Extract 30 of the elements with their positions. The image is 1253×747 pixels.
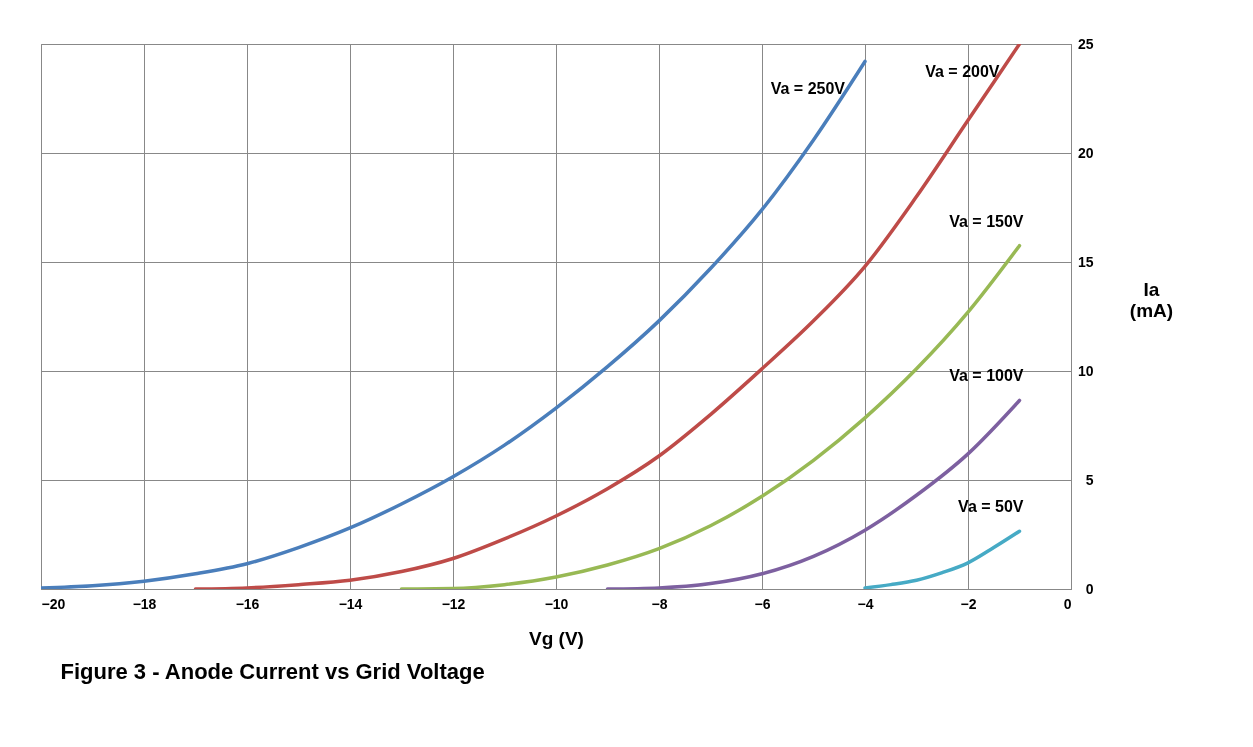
x-tick-label: −16 [235,595,260,612]
y-tick-label: 25 [1077,35,1094,52]
series-label: Va = 150V [949,212,1024,230]
x-tick-label: −20 [41,595,66,612]
line-series [863,529,1022,589]
series-label: Va = 100V [949,367,1024,385]
x-tick-label: −8 [651,595,668,612]
text: Figure 3 - Anode Current vs Grid Voltage [60,659,485,684]
series-label: Va = 200V [925,63,1000,80]
x-axis-title: Vg (V) [529,627,584,649]
y-tick-label: 20 [1077,144,1094,161]
x-tick-label: −12 [441,595,466,612]
line-series [605,398,1022,589]
x-tick-label: −14 [338,595,363,612]
y-tick-label: 15 [1077,253,1094,270]
y-tick-label: 0 [1085,580,1094,597]
y-axis-title: Ia (mA) [1129,278,1174,321]
x-tick-label: −2 [960,595,977,612]
x-tick-label: −18 [132,595,157,612]
line-series [399,243,1022,589]
y-tick-label: 10 [1077,362,1094,379]
x-tick-label: −6 [754,595,771,612]
series-label: Va = 250V [770,80,846,98]
x-tick-label: 0 [1063,595,1072,612]
y-tick-label: 5 [1085,471,1094,488]
x-tick-label: −4 [857,595,874,612]
x-tick-label: −10 [544,595,569,612]
line-series [193,44,1022,589]
series-label: Va = 50V [958,498,1024,516]
line-series [41,59,867,589]
